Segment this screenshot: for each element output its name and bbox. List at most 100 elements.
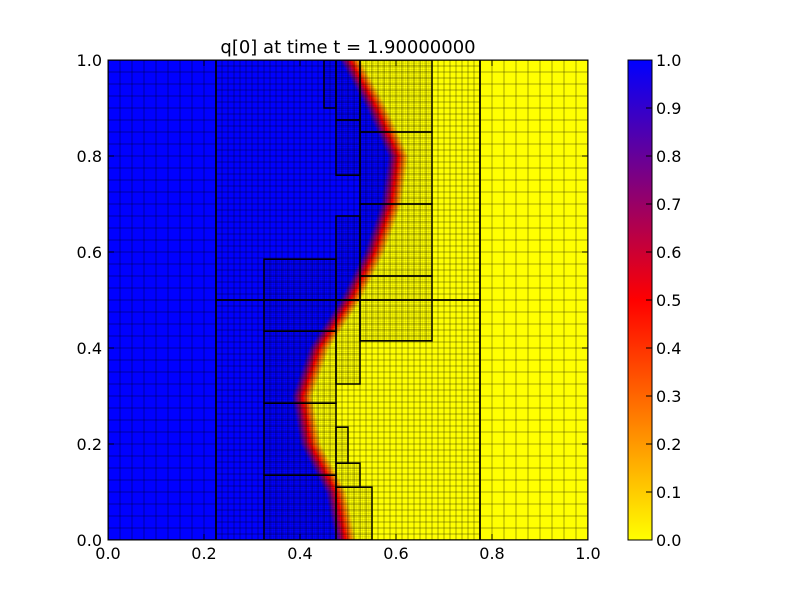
interface-strip: [363, 101, 385, 105]
interface-strip: [302, 363, 325, 367]
interface-strip: [333, 529, 355, 533]
interface-strip: [375, 215, 398, 219]
interface-strip: [332, 527, 355, 531]
interface-strip: [384, 147, 407, 151]
amr-cell-lines: [336, 300, 360, 384]
interface-strip: [318, 331, 340, 335]
colorbar-tick-label: 0.9: [656, 99, 681, 118]
interface-strip: [354, 85, 377, 89]
interface-strip: [352, 273, 374, 277]
interface-strip: [305, 355, 327, 359]
interface-strip: [297, 431, 320, 435]
interface-strip: [383, 179, 406, 183]
interface-strip: [356, 89, 379, 93]
interface-strip: [386, 163, 408, 167]
interface-strip: [350, 77, 372, 81]
interface-strip: [365, 105, 388, 109]
interface-strip: [295, 417, 318, 421]
interface-strip: [351, 79, 373, 83]
interface-strip: [380, 201, 403, 205]
interface-strip: [387, 157, 409, 161]
x-tick-label: 0.6: [383, 544, 408, 563]
interface-strip: [305, 353, 328, 357]
interface-strip: [362, 253, 384, 257]
interface-strip: [344, 289, 366, 293]
interface-strip: [372, 225, 394, 229]
amr-patch-grid: [216, 300, 480, 540]
colorbar-tick-label: 0.4: [656, 339, 681, 358]
amr-cell-lines: [108, 60, 216, 540]
amr-patch-grid: [360, 132, 432, 204]
y-tick-label: 0.8: [77, 147, 102, 166]
interface-strip: [368, 111, 390, 115]
interface-strip: [297, 377, 320, 381]
interface-strip: [338, 299, 361, 303]
interface-strip: [380, 139, 403, 143]
interface-strip: [376, 129, 398, 133]
interface-strip: [332, 309, 355, 313]
interface-strip: [379, 137, 402, 141]
interface-strip: [386, 151, 408, 155]
interface-strip: [331, 523, 354, 527]
interface-strip: [291, 393, 314, 397]
interface-strip: [383, 145, 406, 149]
colorbar-tick-label: 0.8: [656, 147, 681, 166]
interface-strip: [384, 175, 407, 179]
interface-strip: [295, 419, 318, 423]
amr-cell-lines: [360, 276, 432, 341]
amr-cell-lines: [264, 331, 336, 404]
interface-strip: [294, 387, 316, 391]
interface-strip: [302, 447, 325, 451]
interface-strip: [299, 371, 322, 375]
interface-strip: [336, 303, 358, 307]
interface-strip: [298, 433, 320, 437]
interface-strip: [380, 199, 403, 203]
interface-strip: [327, 501, 349, 505]
amr-patch-outline: [335, 426, 349, 464]
interface-strip: [368, 235, 391, 239]
interface-strip: [323, 323, 345, 327]
interface-strip: [362, 99, 384, 103]
colorbar-tick-label: 0.5: [656, 291, 681, 310]
interface-strip: [363, 251, 385, 255]
interface-strip: [366, 243, 388, 247]
interface-strip: [345, 287, 367, 291]
amr-patch-grid: [324, 60, 336, 108]
interface-strip: [382, 189, 404, 193]
interface-strip: [385, 167, 408, 171]
interface-strip: [318, 477, 340, 481]
interface-strip: [352, 81, 374, 85]
interface-strip: [354, 269, 376, 273]
amr-patch-grid: [360, 60, 432, 132]
interface-strip: [293, 403, 315, 407]
interface-strip: [326, 497, 349, 501]
interface-strip: [300, 369, 322, 373]
y-axis: 0.0 0.2 0.4 0.6 0.8 1.0: [77, 51, 588, 550]
interface-strip: [373, 221, 396, 225]
interface-strip: [333, 307, 356, 311]
interface-strip: [294, 409, 316, 413]
amr-patch-outline: [359, 60, 433, 133]
amr-cell-lines: [336, 487, 372, 540]
interface-strip: [364, 247, 387, 251]
interface-strip: [309, 345, 331, 349]
colorbar-tick-label: 0.7: [656, 195, 681, 214]
amr-cell-lines: [336, 60, 360, 120]
interface-strip: [299, 439, 321, 443]
interface-strip: [310, 343, 332, 347]
x-tick-label: 0.4: [287, 544, 312, 563]
interface-strip: [370, 117, 393, 121]
interface-strip: [292, 397, 314, 401]
interface-strip: [297, 427, 319, 431]
interface-strip: [311, 341, 334, 345]
interface-strip: [371, 119, 394, 123]
amr-cell-lines: [360, 204, 432, 276]
interface-strip: [373, 123, 396, 127]
interface-strip: [345, 69, 368, 73]
interface-strip: [375, 127, 398, 131]
amr-cell-lines: [360, 60, 432, 132]
interface-strip: [374, 125, 397, 129]
interface-strip: [298, 373, 321, 377]
amr-patch-grid: [336, 300, 360, 384]
interface-strip: [296, 425, 319, 429]
